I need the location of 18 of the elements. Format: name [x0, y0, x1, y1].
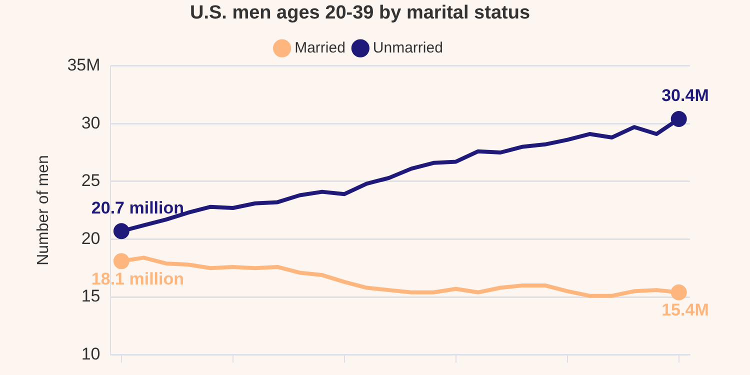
y-tick-label: 20: [81, 228, 100, 248]
chart-title: U.S. men ages 20-39 by marital status: [190, 2, 530, 24]
y-tick-label: 25: [81, 171, 100, 190]
data-label: 18.1 million: [91, 269, 184, 288]
point: [113, 253, 130, 270]
y-tick-label: 35M: [67, 55, 100, 74]
data-label: 15.4M: [662, 300, 709, 320]
y-tick-label: 10: [81, 344, 100, 364]
point: [670, 110, 687, 127]
y-tick-label: 15: [81, 286, 100, 306]
y-tick-label: 30: [81, 113, 100, 132]
legend-label: Unmarried: [372, 39, 443, 56]
y-axis-title: Number of men: [35, 155, 52, 266]
data-label: 30.4M: [662, 86, 709, 106]
data-label: 20.7 million: [91, 198, 184, 218]
point: [670, 284, 687, 300]
legend-label: Married: [294, 39, 346, 56]
point: [113, 223, 130, 240]
